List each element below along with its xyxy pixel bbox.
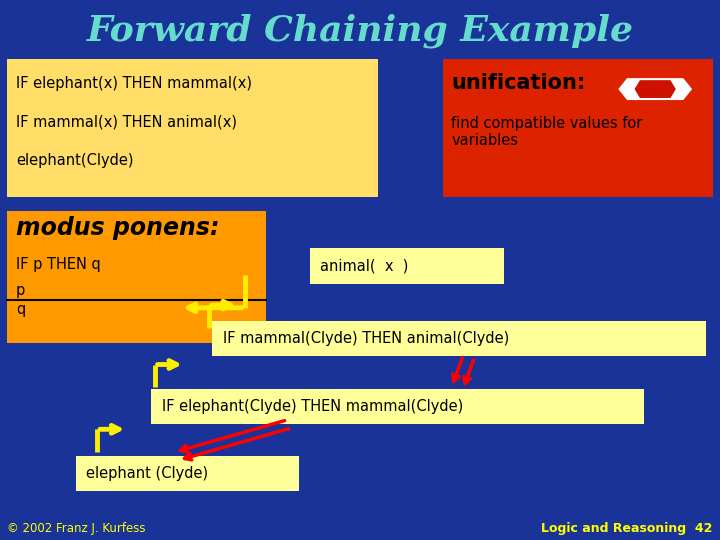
FancyBboxPatch shape: [212, 321, 706, 356]
Text: Forward Chaining Example: Forward Chaining Example: [86, 14, 634, 48]
FancyBboxPatch shape: [151, 389, 644, 424]
Text: Logic and Reasoning  42: Logic and Reasoning 42: [541, 522, 713, 535]
FancyBboxPatch shape: [7, 211, 266, 343]
Text: animal(  x  ): animal( x ): [320, 259, 409, 273]
Text: IF p THEN q: IF p THEN q: [16, 256, 101, 272]
Text: IF elephant(x) THEN mammal(x): IF elephant(x) THEN mammal(x): [16, 76, 252, 91]
Text: q: q: [16, 302, 25, 318]
FancyBboxPatch shape: [76, 456, 299, 491]
Text: IF mammal(x) THEN animal(x): IF mammal(x) THEN animal(x): [16, 114, 237, 130]
Text: © 2002 Franz J. Kurfess: © 2002 Franz J. Kurfess: [7, 522, 145, 535]
FancyBboxPatch shape: [310, 248, 504, 284]
FancyBboxPatch shape: [7, 59, 378, 197]
Text: modus ponens:: modus ponens:: [16, 216, 220, 240]
Text: IF mammal(Clyde) THEN animal(Clyde): IF mammal(Clyde) THEN animal(Clyde): [223, 332, 510, 346]
FancyBboxPatch shape: [443, 59, 713, 197]
Text: unification:: unification:: [451, 73, 585, 93]
Text: elephant(Clyde): elephant(Clyde): [16, 153, 133, 168]
Text: elephant (Clyde): elephant (Clyde): [86, 467, 209, 481]
Text: IF elephant(Clyde) THEN mammal(Clyde): IF elephant(Clyde) THEN mammal(Clyde): [162, 399, 463, 414]
Text: find compatible values for
variables: find compatible values for variables: [451, 116, 643, 148]
Polygon shape: [619, 79, 691, 99]
Polygon shape: [635, 81, 675, 97]
Text: p: p: [16, 284, 25, 299]
